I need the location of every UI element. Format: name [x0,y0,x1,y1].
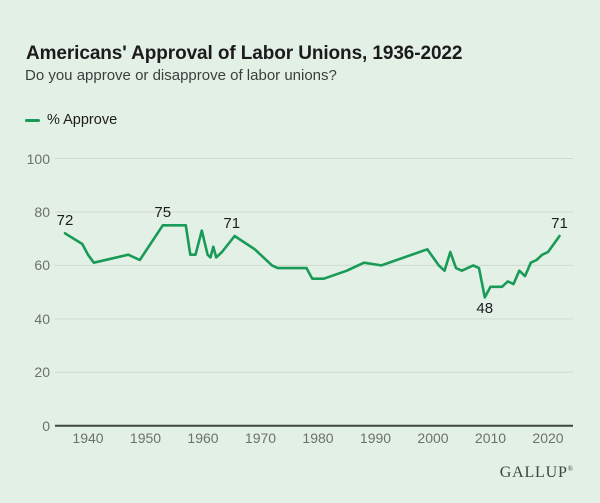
approve-line-series [63,224,561,299]
y-axis-tick-label: 100 [26,150,50,167]
data-point-label: 72 [56,212,74,230]
x-axis-tick-label: 2020 [532,430,564,446]
x-axis-tick-label: 1990 [359,430,392,446]
data-point-label: 71 [551,214,568,232]
data-point-label: 75 [154,204,172,222]
y-axis-tick-label: 80 [34,203,50,220]
page-subtitle: Do you approve or disapprove of labor un… [25,67,337,84]
data-point-label: 48 [476,300,494,318]
gallup-logo: GALLUP® [500,460,573,482]
gallup-logo-text: GALLUP [499,464,568,481]
legend-line-icon [25,119,40,122]
x-axis-tick-label: 1950 [129,430,162,446]
x-axis-tick-label: 1940 [72,430,104,446]
page-title: Americans' Approval of Labor Unions, 193… [26,42,463,64]
x-axis-tick-label: 1960 [187,430,219,446]
y-axis-tick-label: 0 [42,417,50,434]
data-point-label: 71 [223,214,241,232]
legend-label: % Approve [47,112,118,128]
y-axis-tick-label: 40 [34,310,50,327]
x-axis-tick-label: 2010 [474,430,507,446]
y-axis-tick-label: 60 [34,257,50,274]
x-axis-tick-label: 2000 [417,430,449,446]
registered-trademark-mark: ® [567,465,573,473]
legend: % Approve [25,113,117,128]
x-axis-tick-label: 1980 [302,430,334,446]
y-axis-tick-label: 20 [34,364,50,381]
x-axis-tick-label: 1970 [244,430,277,446]
